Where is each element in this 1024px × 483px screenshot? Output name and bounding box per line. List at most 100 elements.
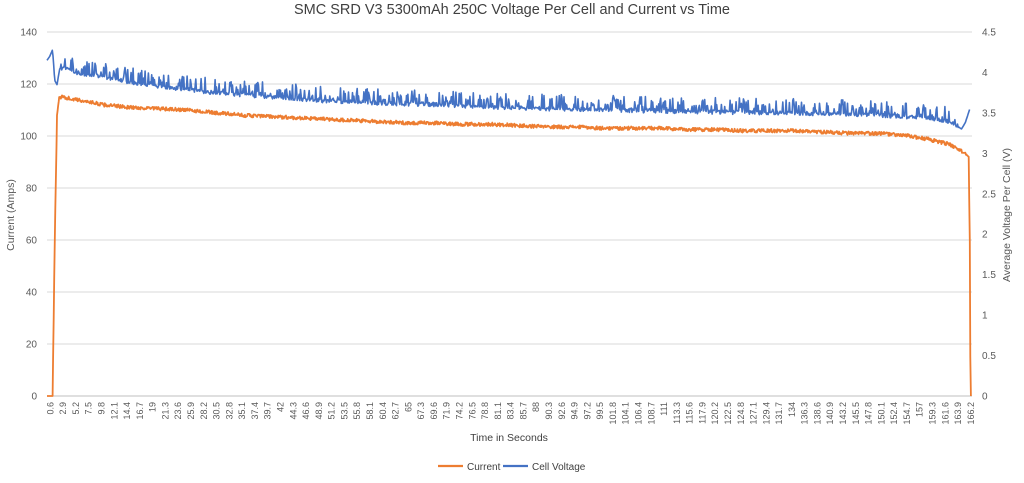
x-tick-label: 129.4	[761, 402, 771, 425]
x-tick-label: 122.5	[723, 402, 733, 425]
y-right-tick-label: 0.5	[982, 351, 996, 362]
x-tick-label: 134	[787, 402, 797, 417]
x-tick-label: 111	[659, 402, 669, 416]
x-tick-label: 104.1	[621, 402, 631, 425]
series-line-current	[46, 94, 972, 397]
y-left-tick-label: 120	[20, 80, 37, 91]
x-tick-label: 69.6	[429, 402, 439, 420]
x-tick-label: 19	[148, 402, 158, 412]
x-tick-label: 138.6	[813, 402, 823, 425]
x-tick-label: 127.1	[749, 402, 759, 425]
x-tick-label: 99.5	[595, 402, 605, 420]
x-tick-label: 81.1	[493, 402, 503, 420]
x-tick-label: 106.4	[634, 402, 644, 425]
legend-label-current: Current	[467, 462, 501, 473]
x-axis-ticks: 0.6 2.9 5.2 7.5 9.8 12.1 14.4 16.7 19 21.3 23.6 25.…	[45, 402, 976, 425]
y-axis-left-label: Current (Amps)	[5, 179, 17, 251]
legend-label-cell-voltage: Cell Voltage	[532, 462, 586, 473]
x-tick-label: 55.8	[352, 402, 362, 420]
x-tick-label: 85.7	[518, 402, 528, 420]
y-right-tick-label: 2.5	[982, 189, 996, 200]
x-tick-label: 78.8	[480, 402, 490, 420]
x-tick-label: 136.3	[800, 402, 810, 425]
y-axis-right-label: Average Voltage Per Cell (V)	[1001, 148, 1013, 282]
x-tick-label: 25.9	[186, 402, 196, 420]
x-tick-label: 97.2	[582, 402, 592, 420]
x-tick-label: 23.6	[173, 402, 183, 420]
x-tick-label: 131.7	[774, 402, 784, 425]
x-tick-label: 113.3	[672, 402, 682, 424]
x-tick-label: 30.5	[212, 402, 222, 420]
x-tick-label: 9.8	[97, 402, 107, 415]
x-tick-label: 0.6	[45, 402, 55, 415]
x-tick-label: 88	[531, 402, 541, 412]
x-tick-label: 117.9	[697, 402, 707, 424]
x-tick-label: 35.1	[237, 402, 247, 420]
x-tick-label: 159.3	[928, 402, 938, 425]
x-tick-label: 39.7	[263, 402, 273, 420]
x-tick-label: 51.2	[327, 402, 337, 420]
x-tick-label: 140.9	[825, 402, 835, 425]
x-tick-label: 90.3	[544, 402, 554, 420]
x-tick-label: 143.2	[838, 402, 848, 425]
x-tick-label: 12.1	[109, 402, 119, 420]
x-tick-label: 74.2	[455, 402, 465, 420]
x-tick-label: 21.3	[160, 402, 170, 420]
y-left-tick-label: 100	[20, 132, 37, 143]
series-line-cell-voltage	[46, 49, 971, 130]
x-tick-label: 28.2	[199, 402, 209, 420]
y-right-tick-label: 0	[982, 392, 988, 403]
x-tick-label: 124.8	[736, 402, 746, 425]
x-tick-label: 16.7	[135, 402, 145, 420]
series-layer	[46, 49, 972, 397]
x-tick-label: 101.8	[608, 402, 618, 425]
x-tick-label: 37.4	[250, 402, 260, 420]
x-tick-label: 14.4	[122, 402, 132, 420]
x-tick-label: 166.2	[966, 402, 976, 425]
x-tick-label: 157	[915, 402, 925, 417]
y-right-tick-label: 3	[982, 149, 988, 160]
x-tick-label: 7.5	[84, 402, 94, 415]
chart-title: SMC SRD V3 5300mAh 250C Voltage Per Cell…	[294, 2, 730, 18]
x-tick-label: 92.6	[557, 402, 567, 420]
x-tick-label: 42	[276, 402, 286, 412]
x-tick-label: 60.4	[378, 402, 388, 420]
x-tick-label: 5.2	[71, 402, 81, 415]
x-tick-label: 163.9	[953, 402, 963, 425]
y-left-tick-label: 0	[31, 392, 37, 403]
y-left-tick-label: 140	[20, 28, 37, 39]
y-right-tick-label: 4.5	[982, 28, 996, 39]
y-right-tick-label: 1	[982, 311, 988, 322]
x-tick-label: 161.6	[940, 402, 950, 425]
x-tick-label: 94.9	[570, 402, 580, 420]
y-left-tick-label: 20	[26, 340, 38, 351]
x-tick-label: 150.1	[876, 402, 886, 425]
y-right-tick-label: 3.5	[982, 108, 996, 119]
y-left-tick-label: 60	[26, 236, 38, 247]
y-left-tick-label: 80	[26, 184, 38, 195]
x-tick-label: 44.3	[288, 402, 298, 420]
x-tick-label: 154.7	[902, 402, 912, 425]
x-tick-label: 48.9	[314, 402, 324, 420]
x-tick-label: 58.1	[365, 402, 375, 420]
x-tick-label: 120.2	[710, 402, 720, 425]
x-axis-label: Time in Seconds	[470, 432, 548, 444]
x-tick-label: 145.5	[851, 402, 861, 425]
x-tick-label: 115.6	[685, 402, 695, 424]
x-tick-label: 32.8	[224, 402, 234, 420]
y-right-tick-label: 2	[982, 230, 988, 241]
x-tick-label: 71.9	[442, 402, 452, 420]
x-tick-label: 67.3	[416, 402, 426, 420]
x-tick-label: 46.6	[301, 402, 311, 420]
x-tick-label: 83.4	[506, 402, 516, 420]
x-tick-label: 152.4	[889, 402, 899, 425]
right-axis-ticks: 0 0.5 1 1.5 2 2.5 3 3.5 4 4.5	[982, 28, 996, 403]
y-right-tick-label: 4	[982, 68, 988, 79]
legend: Current Cell Voltage	[438, 462, 586, 473]
x-tick-label: 65	[403, 402, 413, 412]
gridlines	[47, 31, 972, 345]
x-tick-label: 62.7	[391, 402, 401, 420]
left-axis-ticks: 0 20 40 60 80 100 120 140	[20, 28, 37, 403]
y-right-tick-label: 1.5	[982, 270, 996, 281]
y-left-tick-label: 40	[26, 288, 38, 299]
